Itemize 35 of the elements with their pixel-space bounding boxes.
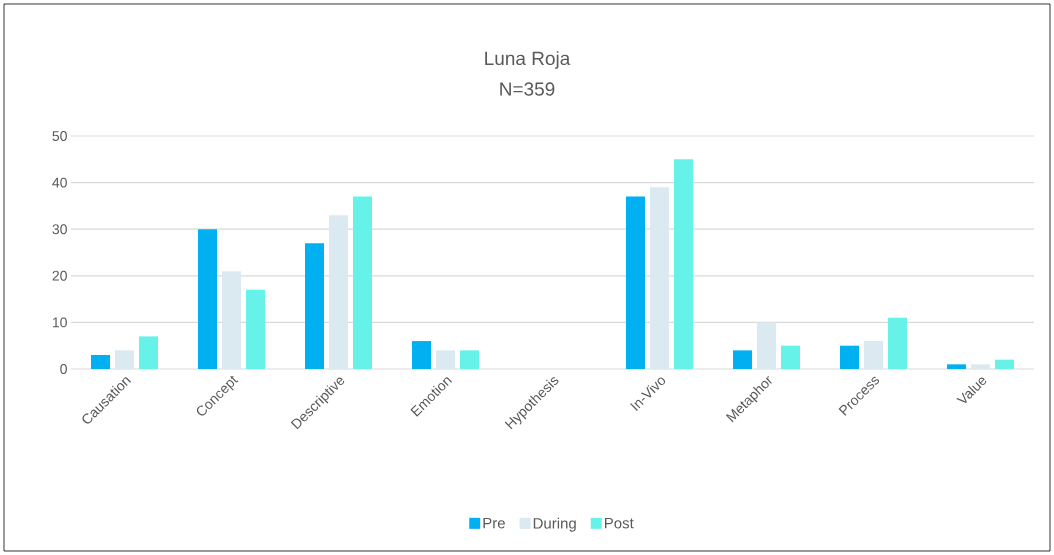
bar: [115, 350, 134, 369]
bar: [864, 341, 883, 369]
bar: [305, 243, 325, 369]
bar: [222, 271, 241, 369]
legend-label: Post: [604, 517, 634, 529]
bar: [436, 350, 455, 369]
bar: [91, 355, 110, 369]
bar: [198, 229, 218, 369]
y-tick-label: 0: [60, 364, 67, 374]
bar: [781, 345, 800, 369]
bar: [329, 215, 349, 369]
legend-label: Pre: [483, 517, 505, 529]
bar: [139, 336, 158, 369]
bar: [412, 341, 431, 369]
bar: [733, 350, 752, 369]
bar: [971, 364, 991, 369]
y-tick-label: 40: [52, 177, 67, 188]
bar: [947, 364, 966, 369]
bar: [246, 289, 265, 369]
legend-label: During: [533, 517, 576, 532]
y-tick-label: 20: [52, 270, 67, 281]
chart-subtitle: N=359: [500, 82, 555, 96]
bar: [460, 350, 480, 369]
bar: [674, 159, 693, 369]
bar: [353, 196, 373, 369]
bar: [626, 196, 645, 369]
chart-title: Luna Roja: [485, 51, 571, 69]
bar: [888, 317, 907, 369]
bar: [840, 345, 860, 369]
bar: [650, 187, 669, 369]
y-tick-label: 10: [52, 317, 67, 328]
bar: [995, 359, 1015, 369]
y-tick-label: 30: [52, 224, 67, 235]
y-tick-label: 50: [52, 131, 67, 141]
bar: [757, 322, 776, 369]
